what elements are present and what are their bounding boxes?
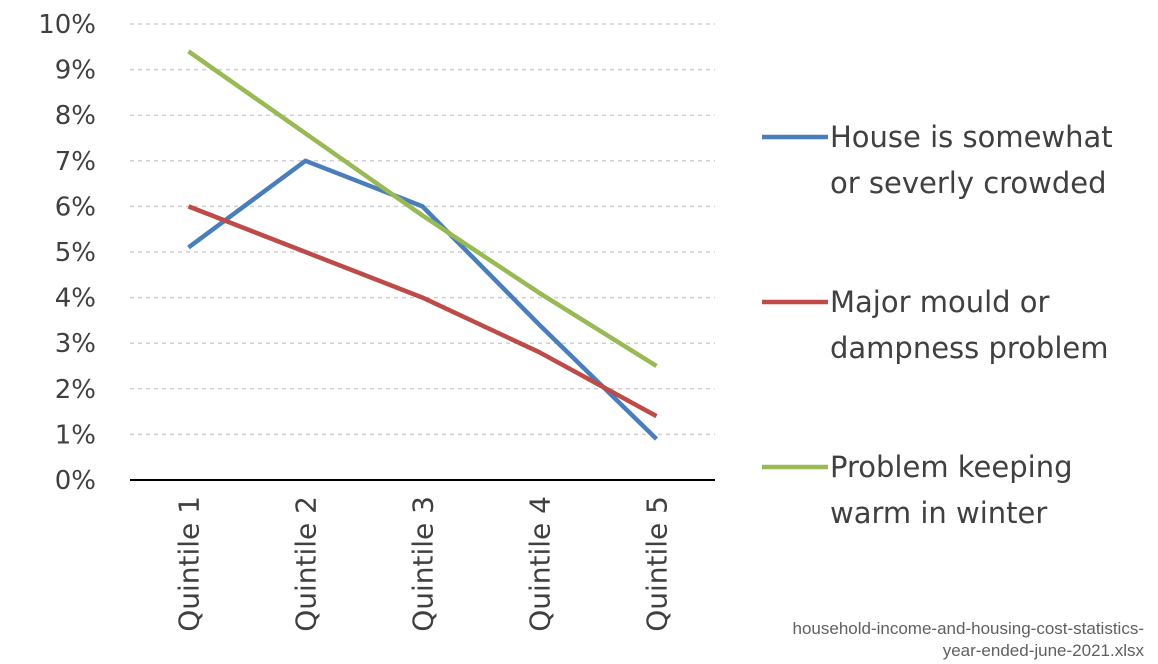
y-tick-label: 10% [38, 10, 96, 40]
x-tick-label: Quintile 2 [290, 496, 323, 632]
y-tick-label: 2% [55, 375, 96, 405]
x-tick-label: Quintile 5 [641, 496, 674, 632]
y-tick-label: 5% [55, 238, 96, 268]
y-tick-label: 4% [55, 284, 96, 314]
series-line [187, 158, 659, 441]
series-line [187, 49, 658, 368]
y-tick-label: 3% [55, 329, 96, 359]
y-tick-label: 7% [55, 147, 96, 177]
legend-label: House is somewhat or severly crowded [830, 120, 1113, 200]
y-tick-label: 9% [55, 56, 96, 86]
y-tick-label: 1% [55, 420, 96, 450]
source-note: household-income-and-housing-cost-statis… [792, 619, 1145, 660]
x-tick-label: Quintile 1 [173, 496, 206, 632]
y-tick-label: 8% [55, 101, 96, 131]
legend-label: Major mould or dampness problem [830, 285, 1109, 365]
y-tick-label: 6% [55, 192, 96, 222]
series-line [187, 204, 658, 419]
x-tick-label: Quintile 4 [524, 496, 557, 632]
y-tick-label: 0% [55, 466, 96, 496]
legend-label: Problem keeping warm in winter [830, 450, 1073, 530]
x-tick-label: Quintile 3 [407, 496, 440, 632]
